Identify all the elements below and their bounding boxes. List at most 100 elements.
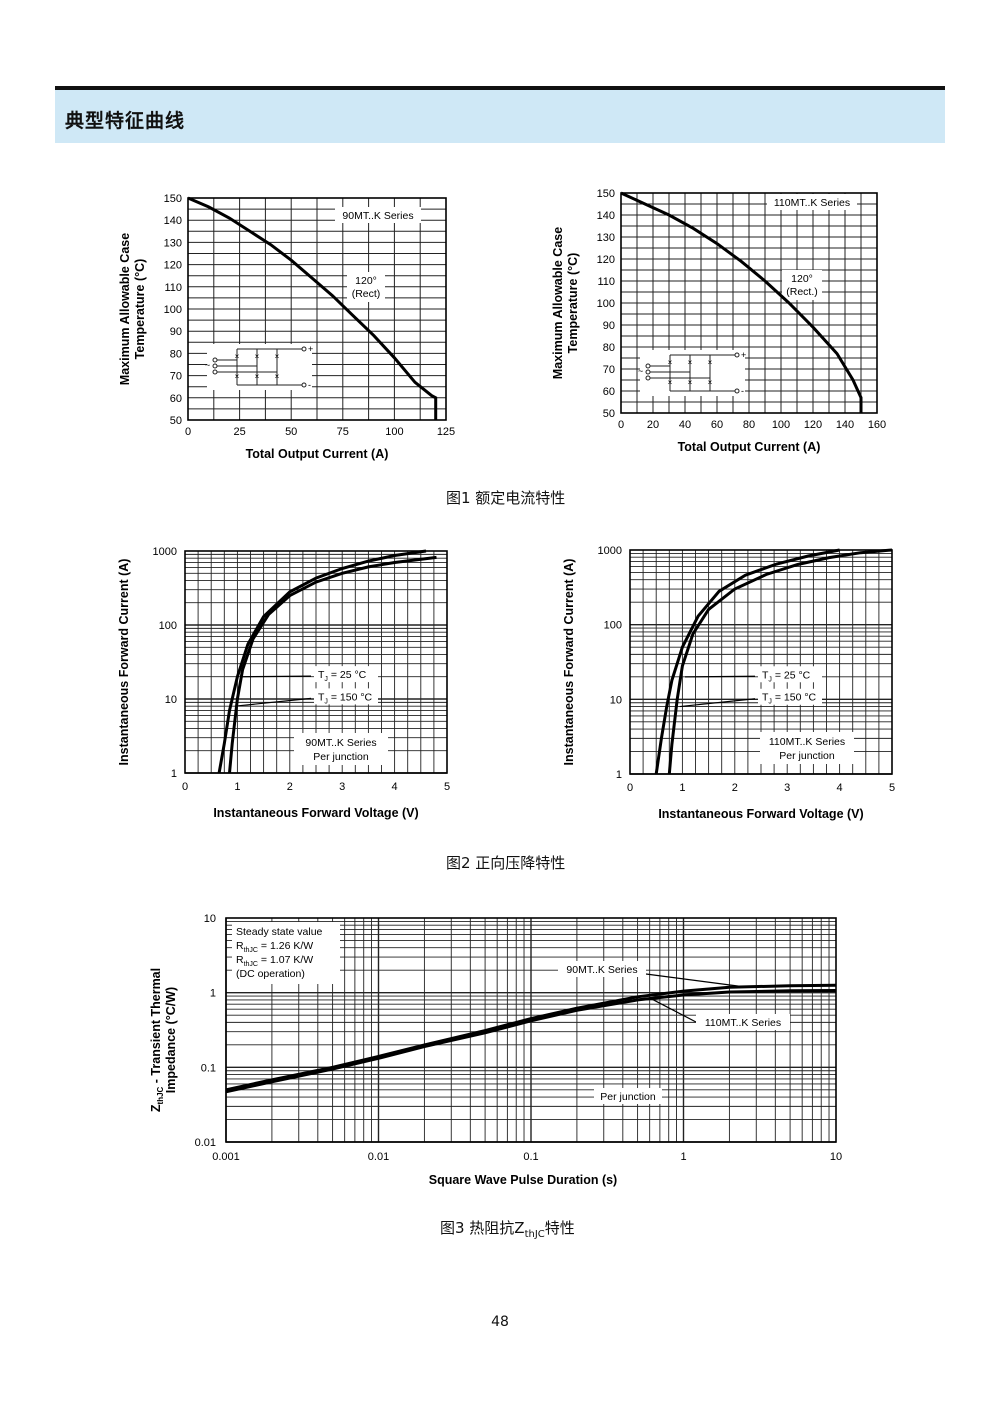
note-110mt: 110MT..K Series xyxy=(705,1017,781,1029)
y-tick-label: 100 xyxy=(597,298,615,310)
chart-rated-current-110mt: 0 20 40 60 80 100 120 140 160 50 60 70 80 90 100 110 120… xyxy=(551,188,886,454)
diode-icon: × xyxy=(688,358,693,367)
y-axis-label-line2: Impedance (°C/W) xyxy=(164,987,178,1093)
note-box xyxy=(696,1014,790,1030)
y-axis-label-text: - Transient Thermal xyxy=(149,968,163,1087)
y-tick-label: 100 xyxy=(159,620,177,632)
series-label-box xyxy=(335,207,421,223)
plus-sign-icon: + xyxy=(308,344,313,354)
series-label-box xyxy=(314,666,378,683)
curve-label-waveform: (Rect) xyxy=(352,288,381,300)
x-tick-label: 40 xyxy=(679,419,691,431)
series-label: 90MT..K Series xyxy=(305,737,376,749)
series-label-box xyxy=(767,194,857,210)
caption-fig3-subscript: thJC xyxy=(524,1229,545,1240)
minus-sign-icon: - xyxy=(308,380,311,390)
y-axis-label: Instantaneous Forward Current (A) xyxy=(117,559,131,766)
series-label-box xyxy=(314,688,378,705)
plot-frame xyxy=(225,917,837,1143)
label-tj-subscript: J xyxy=(768,676,772,683)
series-label: 110MT..K Series xyxy=(769,736,845,748)
curve-label-box xyxy=(347,272,385,302)
plot-frame xyxy=(620,192,878,414)
schematic-background xyxy=(207,344,312,390)
legend-symbol: R xyxy=(236,954,244,966)
minus-sign-icon: - xyxy=(741,386,744,396)
x-tick-label: 160 xyxy=(868,419,886,431)
x-tick-label: 50 xyxy=(285,426,297,438)
leader-line xyxy=(240,675,312,678)
leader-line xyxy=(685,675,756,678)
label-tj-symbol: T xyxy=(762,669,769,681)
diode-icon: × xyxy=(275,352,280,361)
diode-icon: × xyxy=(255,352,260,361)
y-tick-label: 80 xyxy=(170,348,182,360)
y-tick-label: 60 xyxy=(603,386,615,398)
x-axis-label: Instantaneous Forward Voltage (V) xyxy=(658,807,863,821)
x-tick-label: 4 xyxy=(392,781,398,793)
leader-line xyxy=(649,997,697,1023)
y-tick-label: 0.01 xyxy=(195,1137,216,1149)
caption-fig2: 图2 正向压降特性 xyxy=(446,854,566,872)
y-axis-label-line2: Temperature (°C) xyxy=(566,253,580,354)
diode-icon: × xyxy=(668,378,673,387)
y-tick-label: 1 xyxy=(616,769,622,781)
diode-icon: × xyxy=(668,358,673,367)
x-tick-label: 0 xyxy=(618,419,624,431)
legend-value: = 1.26 K/W xyxy=(258,940,313,952)
x-axis-label: Total Output Current (A) xyxy=(678,440,821,454)
header-rule xyxy=(55,86,945,90)
x-tick-label: 0.01 xyxy=(368,1151,389,1163)
label-tj-value: = 150 °C xyxy=(328,691,373,703)
y-tick-label: 10 xyxy=(204,913,216,925)
schematic-terminal xyxy=(734,352,740,358)
label-tj-150c: TJ = 150 °C xyxy=(762,692,817,706)
y-tick-label: 1000 xyxy=(598,545,622,557)
schematic-terminal xyxy=(212,357,218,363)
x-tick-label: 5 xyxy=(889,782,895,794)
series-label-box xyxy=(758,666,822,683)
plot-frame xyxy=(184,550,448,774)
series-label: 90MT..K Series xyxy=(342,210,413,222)
diode-icon: × xyxy=(255,372,260,381)
leader-line xyxy=(234,697,312,707)
x-axis-label: Total Output Current (A) xyxy=(246,447,389,461)
diode-icon: × xyxy=(708,358,713,367)
x-tick-label: 25 xyxy=(233,426,245,438)
x-tick-label: 140 xyxy=(836,419,854,431)
x-tick-label: 4 xyxy=(837,782,843,794)
legend-line: RthJC = 1.26 K/W xyxy=(236,940,313,954)
x-tick-label: 60 xyxy=(711,419,723,431)
x-tick-label: 0.001 xyxy=(212,1151,240,1163)
label-tj-symbol: T xyxy=(318,691,325,703)
x-tick-label: 1 xyxy=(680,1151,686,1163)
legend-symbol: R xyxy=(236,940,244,952)
y-tick-label: 150 xyxy=(597,188,615,200)
plot-frame xyxy=(187,197,447,421)
legend-text: Steady state value xyxy=(236,926,323,938)
x-tick-label: 0 xyxy=(185,426,191,438)
y-axis-label-line1: Maximum Allowable Case xyxy=(551,227,565,379)
y-tick-label: 50 xyxy=(170,415,182,427)
y-axis-label: Maximum Allowable CaseTemperature (°C) xyxy=(551,227,580,379)
legend-subscript: thJC xyxy=(244,961,258,968)
y-tick-label: 120 xyxy=(597,254,615,266)
grid xyxy=(629,550,893,775)
y-tick-label: 110 xyxy=(597,276,615,288)
label-tj-symbol: T xyxy=(318,669,325,681)
chart-rated-current-90mt: 0 25 50 75 100 125 50 60 70 80 90 100 110 120 130 140 15… xyxy=(118,193,455,461)
series-label-box xyxy=(758,688,822,705)
schematic-terminal xyxy=(645,369,651,375)
diode-icon: × xyxy=(235,372,240,381)
x-tick-label: 3 xyxy=(339,781,345,793)
x-tick-label: 75 xyxy=(337,426,349,438)
chart-transient-thermal-impedance: 0.001 0.01 0.1 1 10 0.01 0.1 1 10 Square Wave Pul… xyxy=(149,913,842,1187)
y-tick-label: 80 xyxy=(603,342,615,354)
label-tj-value: = 25 °C xyxy=(772,669,811,681)
series-label-box xyxy=(760,732,854,764)
plot-frame xyxy=(629,549,893,775)
y-tick-label: 130 xyxy=(597,232,615,244)
schematic-terminal xyxy=(645,363,651,369)
schematic-terminal xyxy=(645,375,651,381)
